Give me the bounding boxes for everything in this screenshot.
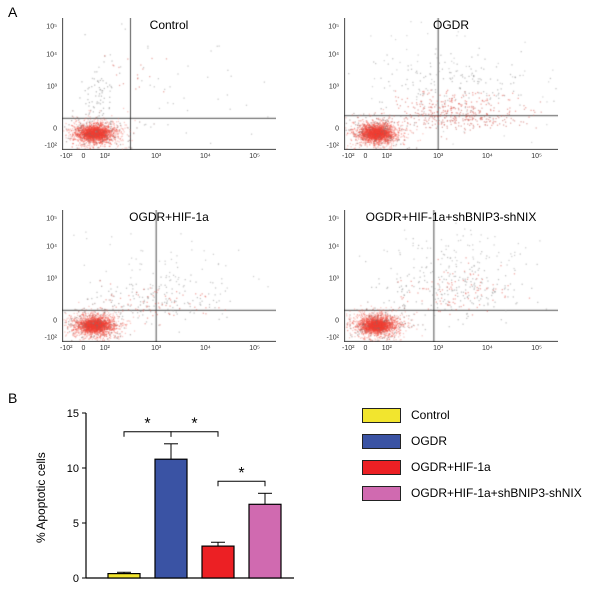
flow-plot-title: Control [149,18,189,32]
legend-swatch [362,459,401,475]
x-tick-label: 10³ [151,153,162,160]
flow-scatter-canvas-control [62,18,276,150]
y-tick-label: 10⁴ [46,243,57,251]
y-tick-label: -10² [326,142,339,150]
y-tick-label: 0 [73,573,79,585]
y-tick-label: 10³ [46,275,57,283]
significance-bracket [170,431,219,437]
x-tick-label: 0 [81,345,86,352]
x-tick-label: 10⁵ [249,345,260,352]
bar-1 [154,458,188,579]
legend-label: OGDR [411,434,447,448]
flow-plots-grid: Control 10⁵ 10⁴ 10³ 0 -10² -10² 0 10² 10³ 10⁴ 10⁵… [18,2,582,386]
significance-asterisk: * [238,465,244,482]
x-tick-label: 10⁵ [531,153,542,160]
bar-2 [201,545,235,579]
y-tick-label: -10² [326,334,339,342]
flow-plot-cell-control: Control 10⁵ 10⁴ 10³ 0 -10² -10² 0 10² 10³ 10⁴ 10⁵ [18,2,300,194]
y-tick-label: -10² [44,334,57,342]
panel-b-label: B [8,390,18,406]
y-tick-label: 10⁴ [328,243,339,251]
y-tick-label: 5 [73,518,79,530]
legend-swatch [362,433,401,449]
legend-item: OGDR+HIF-1a [362,454,582,480]
bar-0 [107,573,141,579]
flow-scatter-canvas-ogdr-hif1a [62,210,276,342]
x-axis-tick-labels: -10² 0 10² 10³ 10⁴ 10⁵ [60,152,276,164]
x-tick-label: 10² [381,153,392,160]
y-tick-label: 10³ [328,83,339,91]
x-tick-label: 10⁵ [249,153,260,160]
y-tick-label: 10 [67,463,79,475]
y-tick-label: 10⁵ [46,215,57,223]
y-tick-label: 0 [53,317,57,325]
flow-scatter-canvas-ogdr-hif1a-shbnip3-shnix [344,210,558,342]
y-tick-label: 10³ [46,83,57,91]
legend: Control OGDR OGDR+HIF-1a OGDR+HIF-1a+shBNIP… [362,402,582,506]
x-axis-tick-labels: -10² 0 10² 10³ 10⁴ 10⁵ [60,344,276,356]
x-tick-label: 10² [99,345,110,352]
flow-plot-cell-ogdr-hif1a: OGDR+HIF-1a 10⁵ 10⁴ 10³ 0 -10² -10² 0 10² 10³ 10… [18,194,300,386]
x-tick-label: -10² [60,345,73,352]
legend-item: Control [362,402,582,428]
x-tick-label: 0 [363,345,368,352]
legend-label: Control [411,408,450,422]
x-tick-label: 10³ [433,153,444,160]
legend-label: OGDR+HIF-1a [411,460,491,474]
x-tick-label: -10² [342,153,355,160]
legend-item: OGDR+HIF-1a+shBNIP3-shNIX [362,480,582,506]
y-tick-label: 10³ [328,275,339,283]
y-tick-label: 15 [67,408,79,420]
x-tick-label: 0 [81,153,86,160]
x-tick-label: 10³ [433,345,444,352]
flow-plot-title: OGDR+HIF-1a+shBNIP3-shNIX [365,210,537,224]
flow-plot-cell-ogdr: OGDR 10⁵ 10⁴ 10³ 0 -10² -10² 0 10² 10³ 10⁴ 10⁵ [300,2,582,194]
y-axis-tick-labels: 10⁵ 10⁴ 10³ 0 -10² [302,18,342,150]
bar-3 [248,503,282,579]
x-axis-tick-labels: -10² 0 10² 10³ 10⁴ 10⁵ [342,344,558,356]
x-axis-tick-labels: -10² 0 10² 10³ 10⁴ 10⁵ [342,152,558,164]
x-tick-label: 10⁴ [481,153,493,160]
flow-scatter-canvas-ogdr [344,18,558,150]
significance-asterisk: * [144,416,150,433]
legend-swatch [362,485,401,501]
y-tick-label: 10⁵ [328,215,339,223]
y-tick-label: -10² [44,142,57,150]
flow-plot-title: OGDR [433,18,469,32]
y-tick-label: 10⁵ [46,23,57,31]
flow-plot-cell-ogdr-hif1a-shbnip3-shnix: OGDR+HIF-1a+shBNIP3-shNIX 10⁵ 10⁴ 10³ 0 -10²… [300,194,582,386]
significance-bracket [217,480,266,487]
legend-item: OGDR [362,428,582,454]
x-tick-label: 10² [99,153,110,160]
y-tick-label: 0 [335,317,339,325]
y-tick-label: 10⁴ [328,51,339,59]
panel-a-label: A [8,4,18,20]
y-tick-label: 10⁵ [328,23,339,31]
legend-label: OGDR+HIF-1a+shBNIP3-shNIX [411,486,582,500]
x-tick-label: 10⁴ [481,345,493,352]
significance-asterisk: * [191,416,197,433]
x-tick-label: 10³ [151,345,162,352]
y-tick-label: 0 [53,125,57,133]
y-tick-label: 10⁴ [46,51,57,59]
x-tick-label: 10⁴ [199,153,211,160]
x-tick-label: -10² [60,153,73,160]
y-tick-label: 0 [335,125,339,133]
y-axis-tick-labels: 10⁵ 10⁴ 10³ 0 -10² [20,18,60,150]
y-axis-tick-labels: 10⁵ 10⁴ 10³ 0 -10² [302,210,342,342]
flow-plot-title: OGDR+HIF-1a [129,210,209,224]
legend-swatch [362,407,401,423]
x-tick-label: 0 [363,153,368,160]
x-tick-label: 10² [381,345,392,352]
apoptosis-bar-chart: 0 5 10 15 * * * [67,408,294,585]
y-axis-tick-labels: 10⁵ 10⁴ 10³ 0 -10² [20,210,60,342]
x-tick-label: 10⁴ [199,345,211,352]
x-tick-label: 10⁵ [531,345,542,352]
x-tick-label: -10² [342,345,355,352]
